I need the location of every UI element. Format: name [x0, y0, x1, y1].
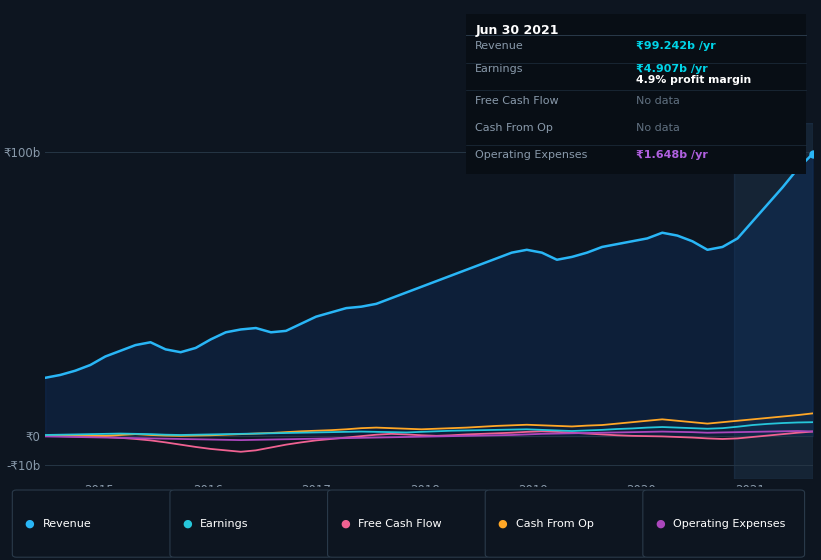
Text: Jun 30 2021: Jun 30 2021 [475, 24, 559, 37]
Text: Operating Expenses: Operating Expenses [475, 151, 588, 161]
Text: ₹99.242b /yr: ₹99.242b /yr [635, 41, 716, 51]
Text: Earnings: Earnings [200, 519, 249, 529]
Text: Operating Expenses: Operating Expenses [673, 519, 786, 529]
Text: ●: ● [498, 519, 507, 529]
Text: ₹1.648b /yr: ₹1.648b /yr [635, 151, 708, 161]
Text: ●: ● [655, 519, 665, 529]
Text: No data: No data [635, 123, 680, 133]
Text: Cash From Op: Cash From Op [475, 123, 553, 133]
Text: Revenue: Revenue [43, 519, 91, 529]
Text: ●: ● [25, 519, 34, 529]
Text: ●: ● [340, 519, 350, 529]
Text: 4.9% profit margin: 4.9% profit margin [635, 74, 751, 85]
Text: Earnings: Earnings [475, 64, 524, 74]
Text: No data: No data [635, 96, 680, 106]
Text: Free Cash Flow: Free Cash Flow [475, 96, 559, 106]
Text: ₹4.907b /yr: ₹4.907b /yr [635, 64, 708, 74]
Bar [734, 123, 813, 479]
Text: Cash From Op: Cash From Op [516, 519, 594, 529]
Text: Revenue: Revenue [475, 41, 524, 51]
Text: ●: ● [182, 519, 192, 529]
Text: Free Cash Flow: Free Cash Flow [358, 519, 442, 529]
